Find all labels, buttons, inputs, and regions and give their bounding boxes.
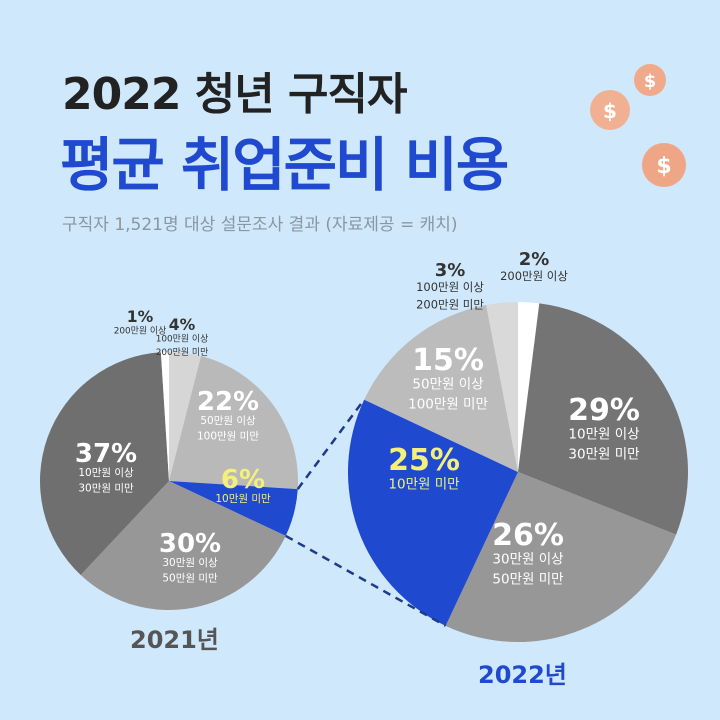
slice-category-label: 10만원 이상 bbox=[568, 426, 639, 442]
slice-value-label: 22% bbox=[197, 387, 259, 417]
svg-text:$: $ bbox=[603, 99, 617, 123]
slice-category-label: 200만원 미만 bbox=[416, 297, 484, 311]
slice-category-label: 10만원 이상 bbox=[78, 467, 134, 479]
pie-title-2022: 2022년 bbox=[478, 661, 567, 689]
slice-value-label: 2% bbox=[519, 249, 550, 270]
svg-text:$: $ bbox=[644, 71, 657, 92]
slice-category-label: 200만원 이상 bbox=[500, 269, 568, 283]
slice-category-label: 100만원 미만 bbox=[197, 431, 259, 443]
pie-slice bbox=[348, 399, 518, 626]
slice-category-label: 30만원 미만 bbox=[568, 447, 639, 463]
slice-value-label: 15% bbox=[412, 343, 484, 378]
coin-icon: $ bbox=[590, 90, 630, 130]
pie-slice bbox=[364, 305, 518, 472]
pie-title-2021: 2021년 bbox=[130, 626, 219, 654]
pie-slice bbox=[486, 302, 518, 472]
slice-category-label: 50만원 미만 bbox=[492, 572, 563, 588]
slice-value-label: 37% bbox=[75, 439, 137, 469]
slice-category-label: 100만원 미만 bbox=[408, 397, 488, 413]
connector-line bbox=[285, 534, 447, 627]
slice-value-label: 6% bbox=[221, 465, 265, 495]
slice-value-label: 1% bbox=[127, 308, 154, 326]
slice-value-label: 30% bbox=[159, 529, 221, 559]
slice-category-label: 30만원 이상 bbox=[162, 557, 218, 569]
subtitle: 구직자 1,521명 대상 설문조사 결과 (자료제공 = 캐치) bbox=[62, 215, 458, 235]
pie-slice bbox=[518, 303, 688, 535]
pie-slice bbox=[518, 302, 540, 472]
slice-category-label: 50만원 미만 bbox=[162, 573, 218, 585]
slice-value-label: 3% bbox=[435, 260, 466, 281]
slice-category-label: 10만원 미만 bbox=[215, 493, 271, 505]
slice-category-label: 100만원 이상 bbox=[156, 333, 209, 344]
slice-category-label: 30만원 미만 bbox=[78, 483, 134, 495]
title-line1: 2022 청년 구직자 bbox=[62, 69, 407, 120]
slice-category-label: 30만원 이상 bbox=[492, 551, 563, 567]
pie-slice bbox=[169, 481, 298, 536]
slice-value-label: 4% bbox=[169, 316, 196, 334]
pie-slice bbox=[80, 481, 286, 610]
slice-value-label: 25% bbox=[388, 443, 460, 478]
title-line2: 평균 취업준비 비용 bbox=[60, 131, 509, 199]
coin-icon: $ bbox=[634, 64, 666, 96]
slice-category-label: 50만원 이상 bbox=[412, 376, 483, 392]
pie-slice bbox=[445, 472, 677, 642]
slice-category-label: 200만원 이상 bbox=[114, 325, 167, 336]
pie-slice bbox=[160, 352, 169, 481]
slice-category-label: 100만원 이상 bbox=[416, 280, 484, 294]
connector-line bbox=[296, 398, 366, 490]
slice-category-label: 200만원 미만 bbox=[156, 347, 209, 358]
slice-value-label: 29% bbox=[568, 393, 640, 428]
svg-text:$: $ bbox=[656, 154, 671, 179]
slice-category-label: 10만원 미만 bbox=[388, 476, 459, 492]
pie-slice bbox=[169, 352, 202, 481]
pie-slice bbox=[40, 352, 169, 576]
coin-icon: $ bbox=[642, 143, 686, 187]
slice-value-label: 26% bbox=[492, 518, 564, 553]
pie-slice bbox=[169, 356, 298, 490]
slice-category-label: 50만원 이상 bbox=[200, 415, 256, 427]
